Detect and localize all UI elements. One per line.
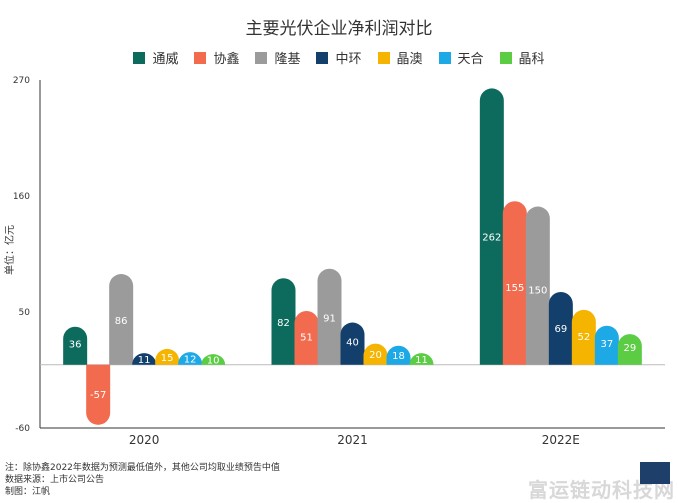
- note-line: 注：除协鑫2022年数据为预测最低值外，其他公司均取业绩预告中值: [5, 463, 280, 473]
- data-label: 10: [207, 355, 220, 366]
- bar: [386, 345, 411, 365]
- bar: [502, 201, 527, 365]
- bar: [63, 326, 88, 365]
- bar: [201, 354, 226, 365]
- chart-title: 主要光伏企业净利润对比: [245, 19, 433, 39]
- legend-swatch: [438, 51, 451, 64]
- legend-item: 隆基: [255, 48, 300, 67]
- legend-item: 晶科: [499, 48, 545, 67]
- bar: [525, 206, 550, 365]
- watermark-logo: [640, 462, 670, 484]
- bar: [340, 322, 365, 365]
- data-label: 150: [528, 286, 547, 297]
- data-label: 29: [623, 343, 636, 354]
- bar: [479, 88, 504, 365]
- legend-item: 中环: [316, 48, 362, 67]
- legend-swatch: [377, 51, 390, 64]
- legend-swatch: [499, 51, 512, 64]
- bar: [132, 353, 157, 365]
- y-tick-label: 160: [13, 192, 30, 202]
- chart-notes: 注：除协鑫2022年数据为预测最低值外，其他公司均取业绩预告中值 数据来源：上市…: [5, 462, 280, 498]
- data-label: 15: [161, 353, 174, 364]
- data-label: 91: [323, 314, 336, 325]
- data-label: 37: [600, 339, 613, 350]
- data-label: -57: [90, 390, 106, 401]
- legend-swatch: [194, 51, 207, 64]
- data-label: 40: [346, 338, 359, 349]
- legend-label: 协鑫: [213, 52, 240, 67]
- legend-label: 晶澳: [396, 52, 423, 67]
- data-label: 52: [577, 332, 590, 343]
- source-line: 数据来源：上市公司公告: [5, 475, 105, 485]
- bar: [409, 353, 434, 365]
- bar: [271, 278, 296, 365]
- bar: [155, 348, 180, 365]
- bar: [594, 325, 619, 365]
- legend-swatch: [255, 51, 268, 64]
- data-label: 12: [184, 354, 197, 365]
- y-tick-label: 50: [19, 308, 31, 318]
- x-tick-label: 2020: [129, 433, 160, 447]
- data-label: 11: [138, 355, 151, 366]
- data-label: 51: [300, 333, 313, 344]
- bar: [548, 291, 573, 365]
- legend-label: 天合: [457, 52, 484, 67]
- data-label: 155: [505, 283, 524, 294]
- data-label: 36: [69, 340, 82, 351]
- legend-swatch: [133, 51, 146, 64]
- legend-item: 晶澳: [377, 48, 423, 67]
- y-axis-label: 单位：亿元: [3, 225, 16, 275]
- x-tick-label: 2022E: [542, 433, 580, 447]
- bar: [109, 274, 134, 365]
- legend-swatch: [316, 51, 329, 64]
- bar: [363, 343, 388, 365]
- bar: [617, 334, 642, 365]
- legend-label: 晶科: [518, 52, 545, 67]
- data-label: 69: [554, 324, 567, 335]
- data-label: 18: [392, 351, 405, 362]
- bar: [178, 352, 203, 365]
- legend-label: 隆基: [274, 52, 301, 67]
- legend: 通威 协鑫 隆基 中环 晶澳 天合 晶科: [0, 48, 678, 67]
- data-label: 11: [415, 355, 428, 366]
- data-label: 86: [115, 316, 128, 327]
- y-tick-label: 270: [13, 76, 30, 86]
- legend-item: 天合: [438, 48, 484, 67]
- legend-item: 协鑫: [194, 48, 239, 67]
- data-label: 20: [369, 350, 382, 361]
- bar: [294, 310, 319, 365]
- data-label: 82: [277, 318, 290, 329]
- x-tick-label: 2021: [337, 433, 368, 447]
- bar: [86, 364, 111, 425]
- y-tick-label: -60: [15, 424, 30, 434]
- bar: [317, 268, 342, 365]
- legend-label: 通威: [152, 52, 179, 67]
- author-line: 制图：江帆: [5, 487, 51, 497]
- data-label: 262: [482, 232, 501, 243]
- legend-label: 中环: [335, 52, 362, 67]
- legend-item: 通威: [133, 48, 178, 67]
- bar: [571, 309, 596, 365]
